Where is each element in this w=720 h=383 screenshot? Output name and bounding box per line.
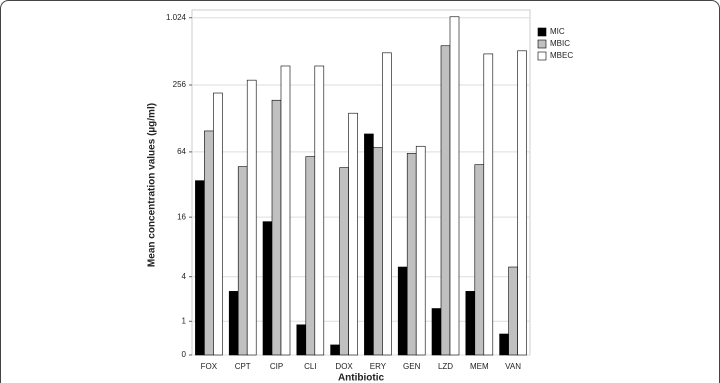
bar [314,65,325,356]
bar [431,308,442,356]
bar [517,50,527,356]
bar [271,99,282,356]
legend-label: MBIC [550,39,570,48]
bar [213,92,223,356]
bar [262,221,273,356]
x-tick-label: CPT [235,362,251,371]
legend-swatch [537,39,547,49]
x-tick-label: VAN [505,362,521,371]
bar [406,153,417,356]
bar [195,180,205,356]
legend-swatch [537,27,547,37]
x-tick-label: CIP [270,362,283,371]
bar [397,266,408,356]
x-axis-title: Antibiotic [338,373,385,383]
y-tick-label: 0 [182,350,187,359]
legend-swatch [537,51,547,61]
bar [348,112,358,356]
bar [237,166,248,356]
bar [296,324,307,356]
x-tick-label: FOX [201,362,218,371]
legend-label: MBEC [550,51,573,60]
x-tick-label: CLI [304,362,316,371]
y-tick-label: 256 [173,80,187,89]
bar [449,16,460,356]
y-tick-label: 16 [177,212,186,221]
bar [508,266,518,356]
x-tick-label: GEN [403,362,421,371]
x-tick-label: DOX [335,362,353,371]
bar [364,133,374,356]
bar [246,79,257,356]
bar [330,344,340,356]
bar [228,291,239,356]
y-tick-label: 1.024 [166,13,187,22]
bar [440,45,451,356]
bar [499,333,509,356]
bar [483,53,494,356]
bar [305,156,316,356]
bar [415,145,426,356]
bar [204,130,214,356]
y-axis-title: Mean concentration values (µg/ml) [147,103,158,267]
x-tick-label: LZD [438,362,453,371]
y-tick-label: 1 [182,316,187,325]
y-tick-label: 64 [177,147,186,156]
bar [373,147,383,356]
bar [280,65,291,356]
bar [474,164,485,356]
x-tick-label: ERY [370,362,387,371]
y-tick-label: 4 [182,272,187,281]
legend-label: MIC [550,27,565,36]
x-tick-label: MEM [470,362,489,371]
bar [382,52,392,356]
bar [465,291,476,356]
bar [339,167,349,356]
